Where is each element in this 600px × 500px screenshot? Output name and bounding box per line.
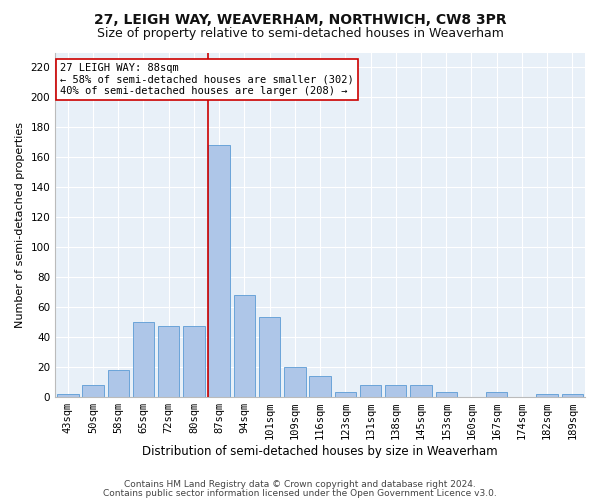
Bar [82, 384, 104, 396]
X-axis label: Distribution of semi-detached houses by size in Weaverham: Distribution of semi-detached houses by … [142, 444, 498, 458]
Bar [57, 394, 79, 396]
Text: Contains HM Land Registry data © Crown copyright and database right 2024.: Contains HM Land Registry data © Crown c… [124, 480, 476, 489]
Bar [562, 394, 583, 396]
Bar [208, 146, 230, 396]
Bar [360, 384, 381, 396]
Text: 27, LEIGH WAY, WEAVERHAM, NORTHWICH, CW8 3PR: 27, LEIGH WAY, WEAVERHAM, NORTHWICH, CW8… [94, 12, 506, 26]
Bar [233, 295, 255, 396]
Bar [284, 366, 305, 396]
Text: Contains public sector information licensed under the Open Government Licence v3: Contains public sector information licen… [103, 488, 497, 498]
Bar [107, 370, 129, 396]
Bar [385, 384, 406, 396]
Bar [183, 326, 205, 396]
Bar [486, 392, 508, 396]
Bar [410, 384, 432, 396]
Bar [436, 392, 457, 396]
Bar [133, 322, 154, 396]
Text: 27 LEIGH WAY: 88sqm
← 58% of semi-detached houses are smaller (302)
40% of semi-: 27 LEIGH WAY: 88sqm ← 58% of semi-detach… [61, 63, 354, 96]
Text: Size of property relative to semi-detached houses in Weaverham: Size of property relative to semi-detach… [97, 28, 503, 40]
Bar [158, 326, 179, 396]
Bar [259, 318, 280, 396]
Bar [536, 394, 558, 396]
Bar [310, 376, 331, 396]
Bar [335, 392, 356, 396]
Y-axis label: Number of semi-detached properties: Number of semi-detached properties [15, 122, 25, 328]
